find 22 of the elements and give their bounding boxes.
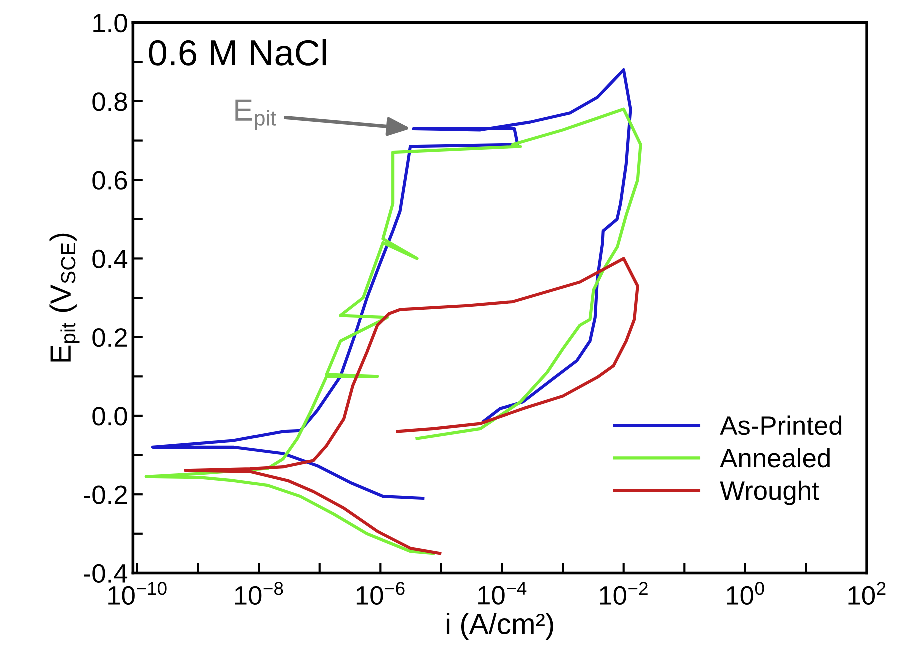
y-tick-label: 0.6 xyxy=(92,171,128,190)
y-tick-label: 0.8 xyxy=(92,92,128,112)
y-tick-label: 1.0 xyxy=(94,14,128,33)
y-tick-label: 0.0 xyxy=(92,407,128,426)
x-tick-label: 10$^{2}$ xyxy=(848,582,886,606)
y-axis-title: E$_{pit}$ (V$_{SCE}$) xyxy=(50,234,80,362)
x-tick-label: 10$^{−6}$ xyxy=(356,582,405,606)
y-tick-label: 0.2 xyxy=(92,328,127,348)
legend-label: As-Printed xyxy=(720,416,842,436)
x-tick-label: 10$^{0}$ xyxy=(727,582,764,606)
y-tick-label: -0.2 xyxy=(84,486,127,504)
x-axis-title: i (A/cm²) xyxy=(446,613,554,640)
x-tick-label: 10$^{−8}$ xyxy=(235,582,284,606)
y-tick-label: 0.4 xyxy=(92,250,128,269)
x-tick-label: 10$^{−2}$ xyxy=(600,582,648,606)
y-tick-label: -0.4 xyxy=(84,564,128,584)
legend-label: Wrought xyxy=(720,480,820,506)
annotation: 0.6 M NaCl xyxy=(149,39,326,66)
legend-label: Annealed xyxy=(720,448,830,468)
annotation: E$_{pit}$ xyxy=(236,100,276,130)
x-tick-label: 10$^{−4}$ xyxy=(478,582,527,605)
x-tick-label: 10$^{−10}$ xyxy=(108,582,167,606)
